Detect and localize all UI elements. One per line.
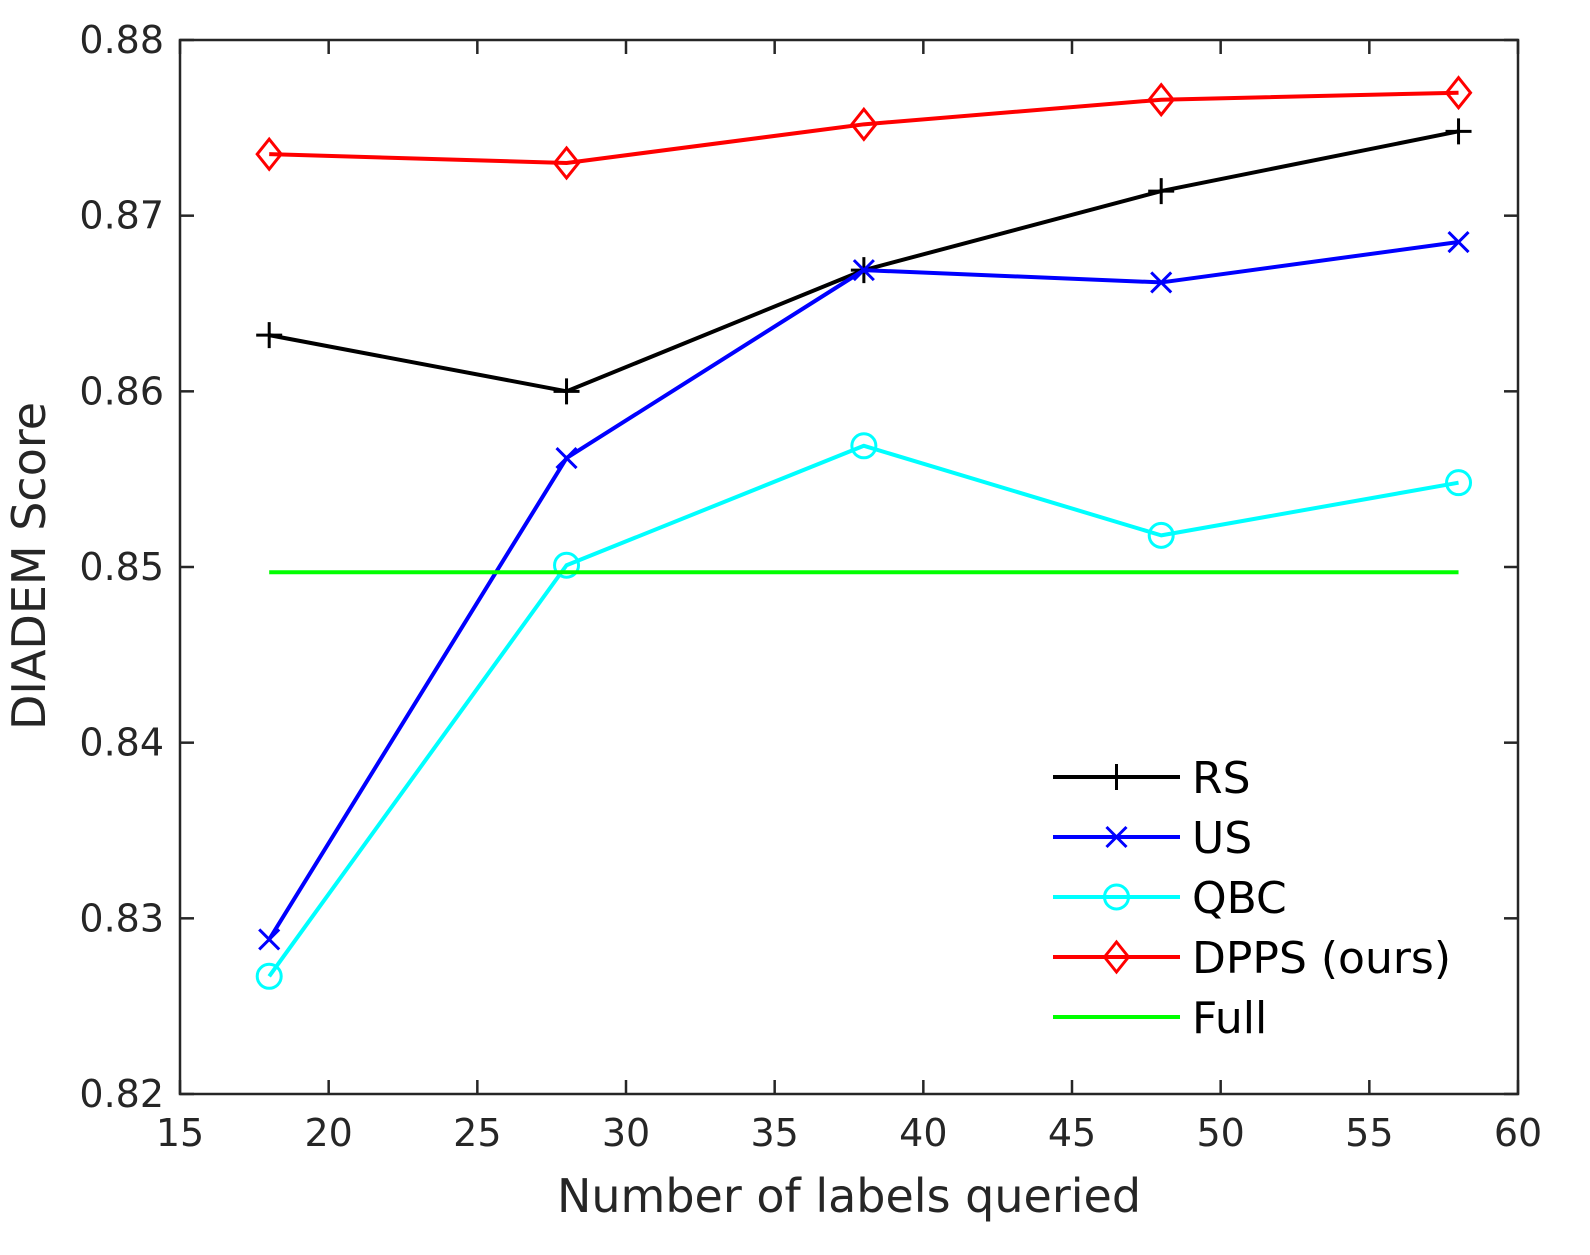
series-line-qbc xyxy=(267,443,1459,978)
series-line-dpps-ours xyxy=(269,90,1459,165)
x-tick-label: 30 xyxy=(602,1111,650,1155)
legend-marker-diamond xyxy=(1102,939,1131,975)
data-point-plus-shape xyxy=(553,378,580,405)
data-point-x xyxy=(852,259,875,282)
legend-marker-x xyxy=(1105,825,1128,849)
data-point-diamond xyxy=(1444,75,1473,111)
legend-label: DPPS (ours) xyxy=(1192,933,1451,984)
data-point-circle xyxy=(1445,469,1473,497)
y-tick-label: 0.86 xyxy=(79,369,164,413)
x-tick-label: 15 xyxy=(156,1111,204,1155)
y-tick-label: 0.84 xyxy=(79,721,164,765)
legend-label: Full xyxy=(1192,993,1267,1044)
data-point-plus xyxy=(1445,118,1472,145)
x-tick-label: 60 xyxy=(1494,1111,1542,1155)
legend-label: US xyxy=(1192,813,1252,864)
x-tick-label: 55 xyxy=(1345,1111,1393,1155)
x-tick-label: 45 xyxy=(1048,1111,1096,1155)
data-point-x xyxy=(1447,230,1470,254)
data-point-x xyxy=(555,447,578,470)
data-point-diamond xyxy=(552,145,581,181)
y-tick-label: 0.87 xyxy=(79,194,164,238)
data-point-circle xyxy=(255,962,283,990)
data-point-circle xyxy=(850,432,878,460)
y-axis-title: DIADEM Score xyxy=(2,402,56,730)
x-tick-label: 35 xyxy=(750,1111,798,1155)
legend-marker-plus-shape xyxy=(1103,764,1130,790)
y-tick-label: 0.82 xyxy=(79,1072,164,1116)
legend-marker-circle xyxy=(1103,883,1130,911)
data-point-plus-shape xyxy=(1148,178,1175,205)
data-point-plus-shape xyxy=(1445,118,1472,145)
axes-frame xyxy=(178,38,1520,1096)
plot-background xyxy=(180,40,1518,1094)
data-point-diamond xyxy=(849,106,878,142)
y-tick-label: 0.83 xyxy=(79,896,164,940)
data-point-diamond xyxy=(255,136,284,172)
data-point-diamond xyxy=(1147,82,1176,118)
data-point-x xyxy=(1150,271,1173,294)
x-tick-label: 20 xyxy=(304,1111,352,1155)
legend-label: QBC xyxy=(1192,873,1287,924)
data-point-circle xyxy=(1147,521,1175,549)
plot-area: 15 20 25 30 35 40 45 50 55 60 0.82 0.83 0.84 0.85 0.86… xyxy=(79,18,1542,1155)
legend-label: RS xyxy=(1192,753,1251,804)
legend-marker-plus xyxy=(1103,764,1130,790)
data-point-plus xyxy=(1148,178,1175,205)
data-point-plus xyxy=(553,378,580,405)
data-point-plus-shape xyxy=(256,322,283,349)
x-tick-label: 25 xyxy=(453,1111,501,1155)
x-axis-title: Number of labels queried xyxy=(557,1169,1141,1223)
y-tick-label: 0.85 xyxy=(79,545,164,589)
data-point-x xyxy=(258,928,281,951)
x-tick-label: 50 xyxy=(1196,1111,1244,1155)
data-point-plus xyxy=(256,322,283,349)
data-point-circle xyxy=(553,551,581,579)
y-tick-label: 0.88 xyxy=(79,18,164,62)
x-tick-label: 40 xyxy=(899,1111,947,1155)
